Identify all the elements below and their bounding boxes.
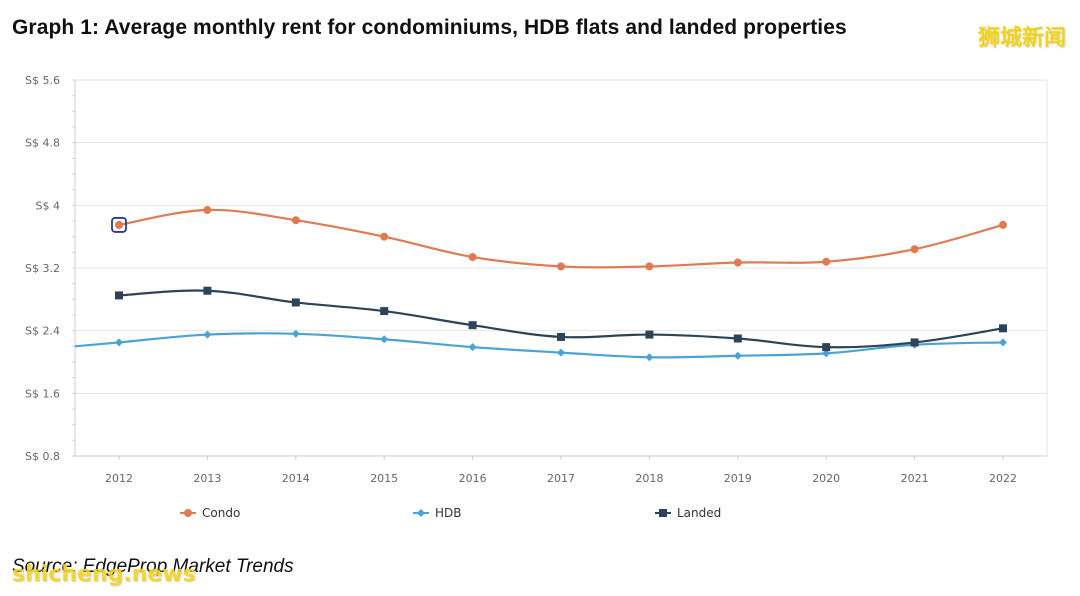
x-tick-label: 2017 (547, 472, 575, 485)
data-point-condo[interactable] (468, 253, 477, 262)
legend-marker-landed[interactable] (659, 509, 667, 517)
x-tick-label: 2021 (901, 472, 929, 485)
y-tick-label: S$ 3.2 (25, 262, 60, 275)
y-tick-label: S$ 4 (36, 199, 60, 212)
data-point-hdb[interactable] (557, 348, 565, 357)
data-point-condo[interactable] (115, 220, 123, 229)
data-point-condo[interactable] (557, 262, 565, 271)
series-line-condo[interactable] (118, 208, 1004, 269)
x-tick-label: 2014 (282, 472, 310, 485)
data-point-hdb[interactable] (468, 343, 477, 352)
legend-label-condo: Condo (202, 506, 240, 520)
data-point-condo[interactable] (380, 232, 389, 241)
series-line-hdb[interactable] (74, 332, 1004, 359)
series-landed (115, 286, 1007, 352)
watermark-logo-bottom: shicheng.news (12, 562, 196, 587)
legend-marker-condo[interactable] (184, 509, 192, 517)
data-point-hdb[interactable] (645, 353, 654, 362)
legend-item-hdb[interactable]: HDB (413, 506, 462, 520)
data-point-condo[interactable] (999, 220, 1007, 229)
chart-title: Graph 1: Average monthly rent for condom… (12, 16, 847, 39)
data-point-hdb[interactable] (733, 351, 742, 360)
data-point-hdb[interactable] (115, 338, 123, 347)
axes: S$ 0.8 S$ 1.6 S$ 2.4 S$ 3.2 S$ 4 S$ 4.8 S$ 5.6… (25, 74, 1048, 485)
data-point-landed[interactable] (203, 286, 212, 295)
x-tick-label: 2013 (193, 472, 221, 485)
data-point-hdb[interactable] (999, 338, 1007, 347)
highlight-marker-ring[interactable] (111, 217, 127, 233)
data-point-condo[interactable] (645, 262, 654, 271)
legend-label-landed: Landed (677, 506, 721, 520)
data-point-hdb[interactable] (380, 335, 389, 344)
x-tick-label: 2019 (724, 472, 752, 485)
y-tick-label: S$ 5.6 (25, 74, 60, 87)
series-lines (74, 206, 1007, 362)
x-tick-label: 2020 (812, 472, 840, 485)
data-point-condo[interactable] (291, 216, 300, 225)
data-point-condo[interactable] (733, 258, 742, 267)
data-point-landed[interactable] (115, 291, 123, 300)
legend-item-landed[interactable]: Landed (655, 506, 721, 520)
y-tick-label: S$ 2.4 (25, 325, 60, 338)
data-point-landed[interactable] (557, 332, 565, 341)
data-point-hdb[interactable] (203, 330, 212, 339)
x-tick-label: 2016 (459, 472, 487, 485)
x-tick-label: 2012 (105, 472, 133, 485)
legend-marker-hdb[interactable] (417, 509, 425, 517)
y-tick-label: S$ 0.8 (25, 450, 60, 463)
data-point-landed[interactable] (733, 334, 742, 343)
source-note: Source: EdgeProp Market Trends (12, 556, 294, 577)
data-point-landed[interactable] (999, 324, 1007, 333)
data-point-landed[interactable] (910, 338, 919, 347)
y-tick-label: S$ 4.8 (25, 137, 60, 150)
data-point-condo[interactable] (822, 257, 831, 266)
watermark-logo-top: 狮城新闻 (977, 26, 1066, 51)
data-point-landed[interactable] (822, 343, 831, 352)
data-point-hdb[interactable] (291, 329, 300, 338)
x-tick-label: 2015 (370, 472, 398, 485)
x-tick-label: 2022 (989, 472, 1017, 485)
data-point-condo[interactable] (203, 206, 212, 215)
data-point-landed[interactable] (468, 321, 477, 330)
data-point-landed[interactable] (645, 330, 654, 339)
legend-label-hdb: HDB (435, 506, 462, 520)
data-point-landed[interactable] (291, 298, 300, 307)
data-point-landed[interactable] (380, 307, 389, 316)
data-point-hdb[interactable] (822, 349, 831, 358)
y-tick-label: S$ 1.6 (25, 387, 60, 400)
data-point-condo[interactable] (910, 245, 919, 254)
legend-item-condo[interactable]: Condo (180, 506, 240, 520)
x-tick-label: 2018 (635, 472, 663, 485)
legend[interactable]: Condo HDB Landed (180, 506, 721, 520)
series-condo (111, 206, 1007, 271)
